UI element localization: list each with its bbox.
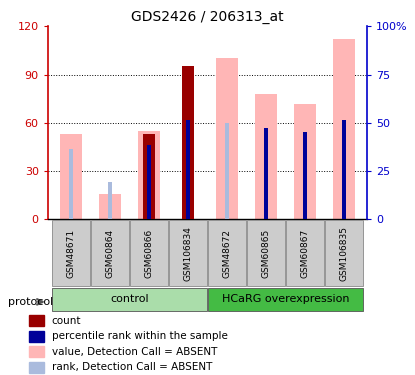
Text: rank, Detection Call = ABSENT: rank, Detection Call = ABSENT — [51, 362, 212, 372]
Text: control: control — [110, 294, 149, 304]
FancyBboxPatch shape — [52, 220, 90, 286]
FancyBboxPatch shape — [169, 220, 207, 286]
Bar — [186, 120, 190, 219]
Text: GSM60864: GSM60864 — [105, 228, 115, 278]
Text: HCaRG overexpression: HCaRG overexpression — [222, 294, 349, 304]
Bar — [29, 362, 44, 373]
Text: GSM60865: GSM60865 — [261, 228, 271, 278]
Bar — [333, 39, 354, 219]
Bar — [342, 120, 346, 219]
Text: value, Detection Call = ABSENT: value, Detection Call = ABSENT — [51, 347, 217, 357]
FancyBboxPatch shape — [208, 220, 246, 286]
Text: count: count — [51, 316, 81, 326]
Text: GSM48672: GSM48672 — [222, 229, 232, 278]
Text: GSM60867: GSM60867 — [300, 228, 310, 278]
Bar — [147, 146, 151, 219]
Text: GSM106834: GSM106834 — [183, 226, 193, 280]
Bar — [29, 331, 44, 342]
FancyBboxPatch shape — [325, 220, 363, 286]
FancyBboxPatch shape — [286, 220, 324, 286]
FancyBboxPatch shape — [130, 220, 168, 286]
Bar — [143, 134, 155, 219]
Bar — [29, 346, 44, 357]
Bar — [216, 58, 238, 219]
Bar — [225, 123, 229, 219]
Bar — [61, 134, 82, 219]
Text: protocol: protocol — [8, 297, 54, 307]
FancyBboxPatch shape — [91, 220, 129, 286]
Text: percentile rank within the sample: percentile rank within the sample — [51, 332, 227, 341]
Bar — [294, 104, 316, 219]
FancyBboxPatch shape — [52, 288, 207, 311]
Bar — [303, 132, 307, 219]
FancyBboxPatch shape — [247, 220, 285, 286]
Text: GSM48671: GSM48671 — [66, 228, 76, 278]
Bar — [29, 315, 44, 326]
Bar — [69, 148, 73, 219]
FancyBboxPatch shape — [208, 288, 363, 311]
Bar — [255, 94, 277, 219]
Bar — [138, 131, 160, 219]
Bar — [182, 66, 194, 219]
Bar — [99, 194, 121, 219]
Text: GSM60866: GSM60866 — [144, 228, 154, 278]
Text: GSM106835: GSM106835 — [339, 226, 349, 280]
Bar — [108, 182, 112, 219]
Bar — [264, 128, 268, 219]
Title: GDS2426 / 206313_at: GDS2426 / 206313_at — [131, 10, 284, 24]
